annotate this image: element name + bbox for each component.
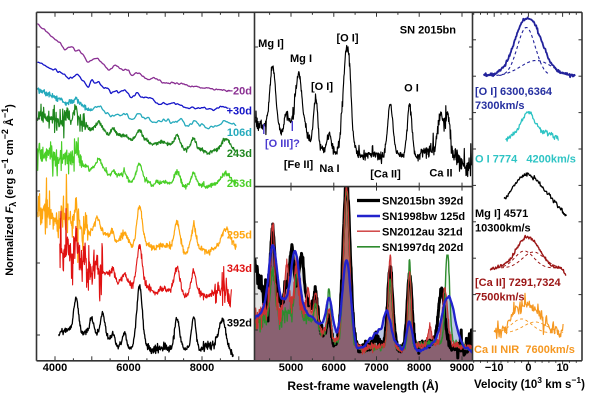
svg-text:10: 10 [556,362,568,374]
svg-text:Velocity (103 km s−1): Velocity (103 km s−1) [474,375,585,391]
svg-text:[O I]: [O I] [337,33,359,45]
svg-text:[O III]?: [O III]? [265,138,300,150]
svg-text:−10: −10 [485,362,504,374]
svg-text:7500km/s: 7500km/s [475,292,525,304]
svg-text:263d: 263d [227,178,252,190]
svg-text:343d: 343d [227,263,252,275]
svg-text:[Ca II] 7291,7324: [Ca II] 7291,7324 [475,277,561,289]
svg-text:5000: 5000 [279,362,303,374]
svg-text:6000: 6000 [322,362,346,374]
svg-text:243d: 243d [227,148,252,160]
svg-text:8000: 8000 [190,362,214,374]
svg-text:295d: 295d [227,230,252,242]
svg-text:392d: 392d [227,318,252,330]
svg-text:106d: 106d [227,127,252,139]
svg-text:Na I: Na I [319,163,339,175]
svg-text:Mg I]: Mg I] [258,38,284,50]
svg-text:SN1998bw 125d: SN1998bw 125d [382,211,465,223]
svg-text:[O I] 6300,6364: [O I] 6300,6364 [475,86,553,98]
svg-text:Mg I: Mg I [290,53,312,65]
svg-text:SN1997dq 202d: SN1997dq 202d [382,242,463,254]
svg-text:Mg I] 4571: Mg I] 4571 [475,208,528,220]
svg-text:O I 7774 4200km/s: O I 7774 4200km/s [475,154,576,166]
svg-text:Normalized Fλ (erg s−1 cm−2 Å−: Normalized Fλ (erg s−1 cm−2 Å−1) [0,104,18,276]
svg-text:O I: O I [404,83,419,95]
svg-text:7000: 7000 [364,362,388,374]
svg-text:Ca II: Ca II [429,168,452,180]
svg-text:SN 2015bn: SN 2015bn [400,25,457,37]
svg-text:[O I]: [O I] [311,81,333,93]
svg-text:−20d: −20d [227,86,252,98]
svg-text:SN2012au 321d: SN2012au 321d [382,226,463,238]
svg-text:Rest-frame wavelength (Å): Rest-frame wavelength (Å) [287,378,438,393]
svg-text:0: 0 [525,362,531,374]
svg-text:Ca II NIR 7600km/s: Ca II NIR 7600km/s [474,344,575,356]
svg-text:[Ca II]: [Ca II] [370,169,401,181]
svg-text:4000: 4000 [43,362,67,374]
svg-text:7300km/s: 7300km/s [475,100,525,112]
svg-text:6000: 6000 [116,362,140,374]
svg-text:9000: 9000 [450,362,474,374]
svg-text:[Fe II]: [Fe II] [284,159,314,171]
svg-text:8000: 8000 [407,362,431,374]
svg-text:+30d: +30d [227,106,252,118]
svg-text:10300km/s: 10300km/s [475,223,531,235]
svg-text:SN2015bn 392d: SN2015bn 392d [382,196,463,208]
